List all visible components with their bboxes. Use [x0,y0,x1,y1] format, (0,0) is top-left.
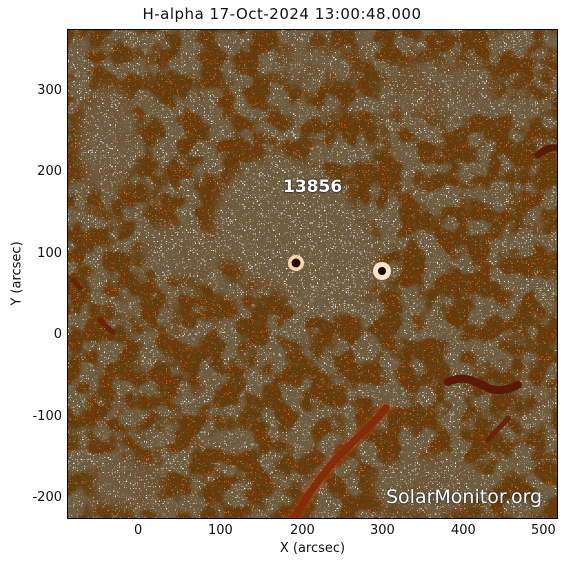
halpha-image-panel [67,29,558,519]
active-region-label: 13856 [283,177,343,197]
x-tick-300: 300 [370,523,395,538]
image-title: H-alpha 17-Oct-2024 13:00:48.000 [142,5,422,23]
x-tick-200: 200 [290,523,315,538]
x-tick-0: 0 [134,523,143,538]
sunspot-2 [373,262,391,280]
x-tick-500: 500 [531,523,556,538]
y-tick-minus100: -100 [32,409,62,424]
x-tick-400: 400 [451,523,476,538]
solar-halpha-image [68,30,557,518]
x-axis-title: X (arcsec) [279,541,346,556]
y-tick-300: 300 [37,83,62,98]
y-tick-200: 200 [37,164,62,179]
y-tick-minus200: -200 [32,490,62,505]
y-axis-title: Y (arcsec) [9,241,25,306]
x-tick-100: 100 [208,523,233,538]
filament-limb [534,144,557,159]
filament-east [444,374,522,395]
y-tick-0: 0 [53,327,62,342]
speckle-noise [68,30,557,518]
sunspot-1 [288,255,304,271]
y-tick-100: 100 [37,246,62,261]
watermark: SolarMonitor.org [386,486,543,508]
